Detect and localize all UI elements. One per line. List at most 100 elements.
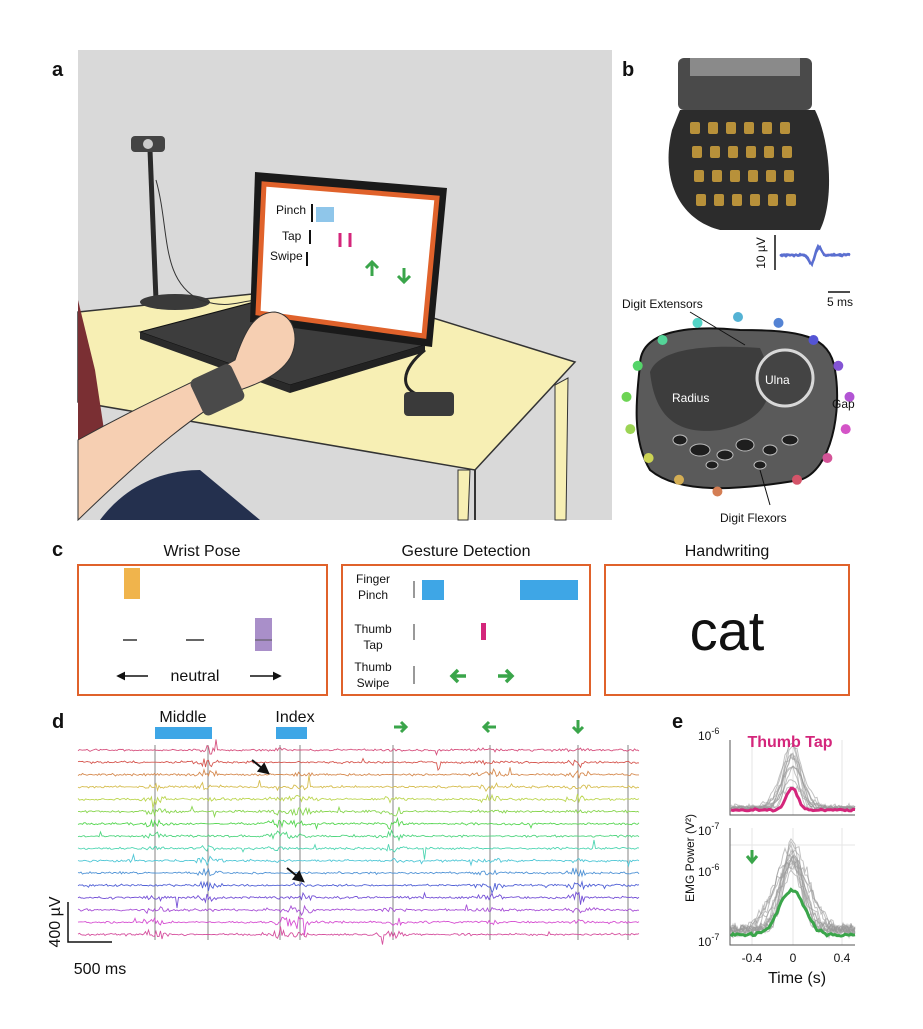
screen-label: Tap <box>282 229 302 243</box>
panel-label: e <box>672 711 683 733</box>
trial-trace <box>730 744 856 812</box>
electrode-pad <box>764 146 774 158</box>
shape-line <box>286 867 305 883</box>
shape-g <box>621 312 855 497</box>
gesture-marks <box>413 580 578 684</box>
row-label: Thumb <box>354 660 392 674</box>
shape-g <box>672 434 799 470</box>
emg-trace <box>77 816 640 831</box>
emg-trace <box>77 839 640 860</box>
electrode-pad <box>710 146 720 158</box>
panel-label: a <box>52 59 64 81</box>
shape-path <box>394 720 409 734</box>
electrode <box>844 391 855 402</box>
shape-polygon <box>457 469 471 521</box>
shape-rect <box>190 364 245 416</box>
shape-rect <box>341 564 591 696</box>
box-title: Wrist Pose <box>163 543 240 560</box>
electrode <box>822 453 833 463</box>
electrode-pad <box>726 122 736 134</box>
wrist-pose-marks <box>116 568 282 681</box>
shape-line <box>251 759 270 775</box>
shape-rect <box>316 207 334 222</box>
event-markers <box>155 720 585 739</box>
y-axis-label: EMG Power (V²) <box>683 814 697 902</box>
shape-rect <box>155 727 212 739</box>
tissue-hole <box>781 434 799 446</box>
shape-polyline <box>729 828 855 946</box>
electrode <box>833 360 844 371</box>
electrode-pad <box>762 122 772 134</box>
electrode-pad <box>694 170 704 182</box>
shape-tspan: -6 <box>711 726 719 736</box>
shape-polygon <box>554 377 569 521</box>
electrode-pad <box>708 122 718 134</box>
shape-rect <box>404 392 454 416</box>
electrode-pad <box>714 194 724 206</box>
row-label: Tap <box>363 638 383 652</box>
task-boxes <box>77 564 850 696</box>
tissue-hole <box>753 460 767 470</box>
electrode <box>632 360 643 371</box>
cross-section <box>621 311 855 506</box>
scale-label: 500 ms <box>74 961 126 978</box>
shape-line <box>147 149 159 301</box>
tissue-hole <box>716 449 734 461</box>
emg-trace <box>77 867 640 878</box>
electrode-pad <box>732 194 742 206</box>
box-title: Handwriting <box>685 543 769 560</box>
setup-illustration <box>77 50 612 522</box>
row-label: Thumb <box>354 622 392 636</box>
shape-path <box>396 268 412 285</box>
panel-label: b <box>622 59 634 81</box>
shape-circle <box>143 139 153 149</box>
electrode <box>643 453 654 463</box>
emg-traces <box>77 739 640 945</box>
electrode <box>808 335 819 345</box>
shape-tspan: -7 <box>711 932 719 942</box>
electrode-pad <box>768 194 778 206</box>
anatomy-label: Ulna <box>765 373 790 387</box>
x-tick-label: 0 <box>790 951 797 965</box>
waveform <box>774 235 851 293</box>
emg-trace <box>77 767 639 779</box>
shape-tspan: -7 <box>711 821 719 831</box>
shape-ellipse <box>140 294 210 310</box>
shape-tspan: 10 <box>698 729 712 743</box>
electrode-pad <box>690 122 700 134</box>
electrode <box>625 424 636 435</box>
electrode <box>773 317 784 328</box>
shape-path <box>650 346 770 431</box>
electrode-pad <box>730 170 740 182</box>
electrode-pad <box>780 122 790 134</box>
shape-polygon <box>255 181 440 339</box>
electrode <box>840 424 851 435</box>
tissue-hole <box>762 444 778 456</box>
shape-rect <box>124 568 140 599</box>
event-label: Index <box>275 709 314 726</box>
emg-trace <box>77 891 640 909</box>
shape-rect <box>276 727 307 739</box>
electrode-pad <box>728 146 738 158</box>
caption: neutral <box>171 668 220 685</box>
wristband-device <box>668 58 830 230</box>
emg-trace <box>77 852 640 868</box>
mean-trace <box>729 887 856 938</box>
electrode-pad <box>786 194 796 206</box>
shape-g <box>779 243 851 268</box>
emg-trace <box>77 829 640 842</box>
electrode <box>792 474 802 485</box>
electrode-pad <box>782 146 792 158</box>
shape-path <box>449 668 466 684</box>
shape-rect <box>255 618 272 651</box>
row-label: Swipe <box>357 676 390 690</box>
emg-trace <box>77 880 640 895</box>
trace-annotations <box>67 759 305 943</box>
electrode <box>712 486 723 497</box>
handwriting-text: cat <box>690 599 765 662</box>
x-tick-label: 0.4 <box>834 951 851 965</box>
scale-label: 5 ms <box>827 295 853 309</box>
y-tick-label: 10-7 <box>698 821 719 838</box>
box-title: Gesture Detection <box>402 543 531 560</box>
